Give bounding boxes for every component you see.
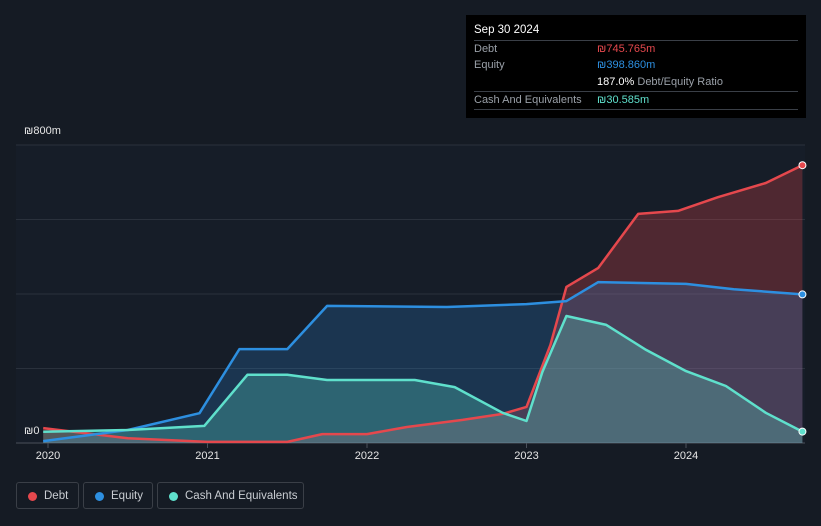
x-tick-label: 2020	[35, 450, 61, 462]
x-tick-label: 2022	[354, 450, 380, 462]
legend-debt-label: Debt	[44, 490, 69, 502]
legend-debt[interactable]: Debt	[16, 482, 79, 509]
tooltip-date: Sep 30 2024	[474, 24, 540, 36]
ratio-value: 187.0%	[597, 76, 635, 88]
area-equity	[43, 282, 803, 443]
debt-label: Debt	[474, 43, 498, 55]
legend-equity-label: Equity	[111, 490, 143, 502]
debt-value: ₪745.765m	[597, 43, 656, 55]
x-tick-label: 2024	[673, 450, 699, 462]
end-point-equity	[798, 290, 807, 299]
cash-dot-icon	[169, 492, 178, 501]
area-cash-and-equivalents	[43, 316, 803, 443]
y-label-bottom: ₪0	[24, 425, 40, 437]
equity-dot-icon	[95, 492, 104, 501]
y-label-top: ₪800m	[24, 125, 61, 137]
legend-cash-label: Cash And Equivalents	[185, 490, 298, 502]
x-tick-label: 2023	[514, 450, 539, 462]
ratio-label: Debt/Equity Ratio	[637, 76, 723, 88]
line-debt	[43, 164, 803, 444]
end-point-cash-and-equivalents	[798, 427, 807, 436]
line-cash-and-equivalents	[43, 314, 803, 434]
cash-value: ₪30.585m	[597, 94, 650, 106]
cash-label: Cash And Equivalents	[474, 94, 582, 106]
tooltip: Sep 30 2024 Debt ₪745.765m Equity ₪398.860…	[466, 15, 806, 118]
area-debt	[43, 165, 803, 443]
x-tick-label: 2021	[195, 450, 220, 462]
end-point-debt	[798, 161, 807, 170]
legend-cash[interactable]: Cash And Equivalents	[157, 482, 304, 509]
equity-value: ₪398.860m	[597, 59, 656, 71]
line-equity	[43, 280, 803, 443]
debt-dot-icon	[28, 492, 37, 501]
legend-equity[interactable]: Equity	[83, 482, 153, 509]
equity-label: Equity	[474, 59, 505, 71]
